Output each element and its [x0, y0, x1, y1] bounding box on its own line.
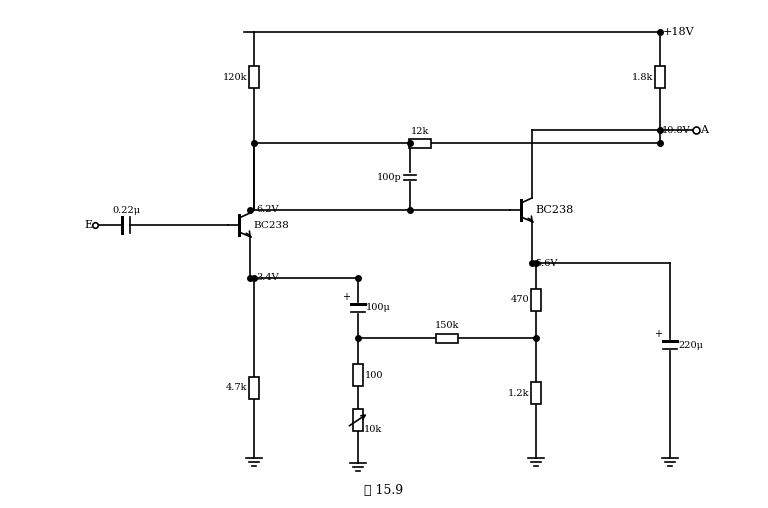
Text: 100μ: 100μ: [366, 303, 391, 312]
Text: 470: 470: [511, 296, 529, 304]
Bar: [353, 364, 363, 386]
Bar: [531, 382, 541, 404]
Text: 100p: 100p: [377, 173, 402, 181]
Bar: [249, 66, 259, 88]
Bar: [249, 377, 259, 399]
Text: 120k: 120k: [223, 73, 247, 81]
Bar: [409, 139, 431, 147]
Text: E: E: [85, 220, 93, 230]
Text: BC238: BC238: [253, 220, 289, 230]
Text: 1.2k: 1.2k: [508, 389, 529, 397]
Text: 6.2V: 6.2V: [256, 206, 279, 214]
Text: 5.6V: 5.6V: [535, 259, 558, 268]
Text: 图 15.9: 图 15.9: [365, 484, 403, 496]
Bar: [655, 66, 665, 88]
Text: +: +: [654, 329, 662, 339]
Text: 1.8k: 1.8k: [631, 73, 653, 81]
Text: 0.22μ: 0.22μ: [112, 206, 140, 215]
Text: 100: 100: [365, 370, 383, 379]
Text: 10k: 10k: [364, 425, 382, 434]
Text: 220μ: 220μ: [678, 340, 703, 350]
Text: A: A: [700, 125, 708, 135]
Text: BC238: BC238: [535, 205, 573, 215]
Text: 12k: 12k: [411, 126, 429, 136]
Text: 3.4V: 3.4V: [256, 273, 279, 282]
Text: +18V: +18V: [663, 27, 694, 37]
Text: 4.7k: 4.7k: [226, 384, 247, 393]
Text: 10.8V: 10.8V: [662, 126, 690, 135]
Bar: [531, 289, 541, 311]
Bar: [353, 409, 363, 431]
Text: 150k: 150k: [435, 322, 459, 331]
Bar: [436, 333, 458, 342]
Text: +: +: [342, 292, 350, 302]
